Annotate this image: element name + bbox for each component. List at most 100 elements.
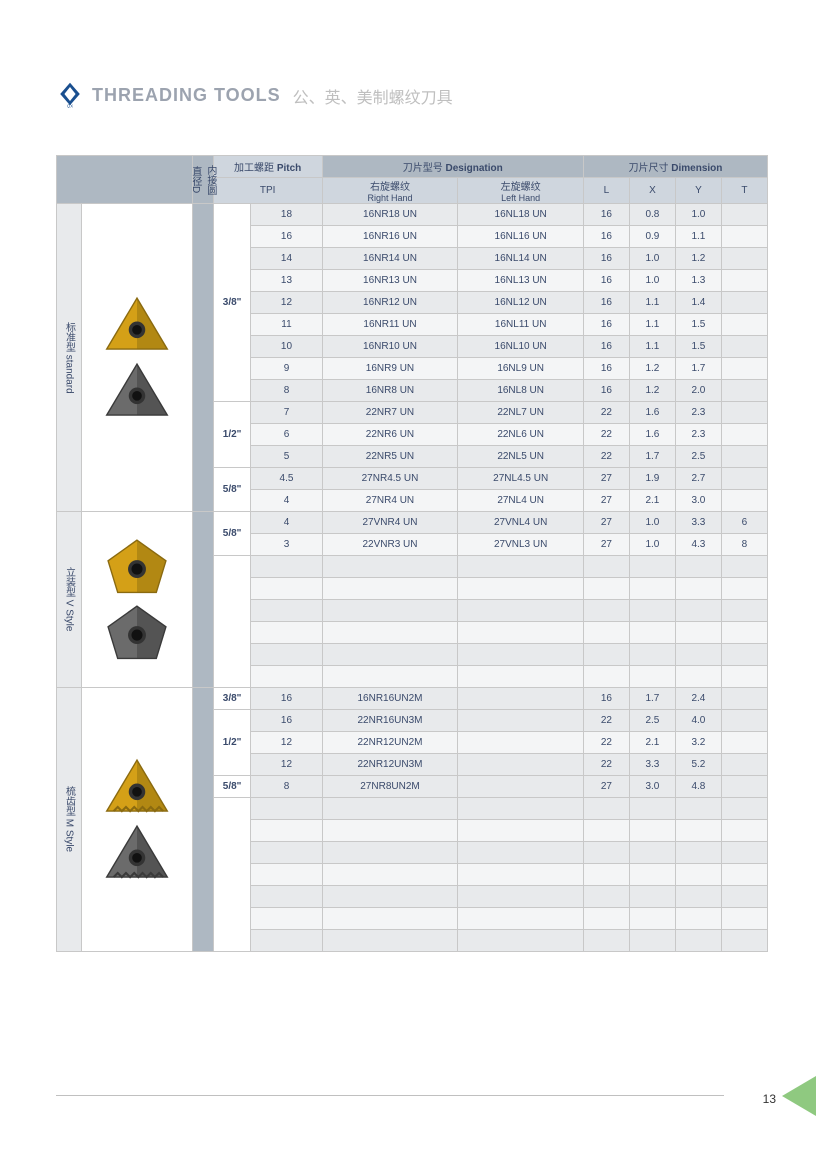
- x-cell: 1.9: [629, 468, 675, 490]
- t-cell: 6: [721, 512, 767, 534]
- tpi-cell: 14: [251, 248, 322, 270]
- size-cell: 5/8": [213, 776, 251, 798]
- page-number: 13: [763, 1092, 776, 1106]
- section-label: 梳齿型 M Style: [57, 688, 82, 952]
- tpi-cell: 13: [251, 270, 322, 292]
- lh-cell: 16NL14 UN: [458, 248, 583, 270]
- insert-images: [82, 512, 193, 688]
- lh-cell: [458, 732, 583, 754]
- tpi-cell: 16: [251, 688, 322, 710]
- rh-cell: 27NR4.5 UN: [322, 468, 458, 490]
- rh-cell: 16NR14 UN: [322, 248, 458, 270]
- table-row: 立装型 V Style 5/8"427VNR4 UN27VNL4 UN271.0…: [57, 512, 768, 534]
- spec-table: 内接圆直径D 加工螺距 Pitch 刀片型号 Designation 刀片尺寸 …: [56, 155, 768, 952]
- y-cell: 2.7: [675, 468, 721, 490]
- x-cell: 1.1: [629, 336, 675, 358]
- tpi-cell: 9: [251, 358, 322, 380]
- x-cell: 0.8: [629, 204, 675, 226]
- lh-cell: 27VNL3 UN: [458, 534, 583, 556]
- x-cell: 1.2: [629, 380, 675, 402]
- y-cell: 2.3: [675, 402, 721, 424]
- x-cell: 1.1: [629, 314, 675, 336]
- x-cell: 1.0: [629, 248, 675, 270]
- rh-cell: 22NR12UN2M: [322, 732, 458, 754]
- tpi-cell: 12: [251, 754, 322, 776]
- tpi-cell: 16: [251, 226, 322, 248]
- t-cell: [721, 490, 767, 512]
- tpi-cell: 4: [251, 490, 322, 512]
- rh-cell: 16NR12 UN: [322, 292, 458, 314]
- tpi-cell: 4: [251, 512, 322, 534]
- rh-cell: 16NR16 UN: [322, 226, 458, 248]
- tpi-cell: 18: [251, 204, 322, 226]
- size-cell: 1/2": [213, 402, 251, 468]
- t-cell: [721, 402, 767, 424]
- l-cell: 16: [583, 226, 629, 248]
- y-cell: 2.5: [675, 446, 721, 468]
- l-cell: 16: [583, 292, 629, 314]
- y-cell: 4.3: [675, 534, 721, 556]
- lh-cell: 22NL5 UN: [458, 446, 583, 468]
- y-cell: 5.2: [675, 754, 721, 776]
- table-row: 标准型 standard 3/8"1816NR18 UN16NL18 UN160…: [57, 204, 768, 226]
- lh-cell: 27VNL4 UN: [458, 512, 583, 534]
- svg-text:QX: QX: [67, 103, 73, 108]
- rh-cell: 27VNR4 UN: [322, 512, 458, 534]
- rh-cell: 16NR9 UN: [322, 358, 458, 380]
- size-cell: 3/8": [213, 688, 251, 710]
- l-cell: 27: [583, 776, 629, 798]
- y-cell: 1.1: [675, 226, 721, 248]
- tpi-cell: 12: [251, 292, 322, 314]
- t-cell: [721, 446, 767, 468]
- lh-cell: [458, 688, 583, 710]
- y-cell: 1.7: [675, 358, 721, 380]
- x-cell: 2.1: [629, 732, 675, 754]
- t-cell: [721, 358, 767, 380]
- y-cell: 3.2: [675, 732, 721, 754]
- l-cell: 16: [583, 336, 629, 358]
- x-cell: 2.1: [629, 490, 675, 512]
- l-cell: 22: [583, 424, 629, 446]
- y-cell: 2.3: [675, 424, 721, 446]
- t-cell: [721, 226, 767, 248]
- tpi-cell: 4.5: [251, 468, 322, 490]
- rh-cell: 22NR16UN3M: [322, 710, 458, 732]
- l-cell: 16: [583, 380, 629, 402]
- page-rule: [56, 1095, 724, 1096]
- x-cell: 1.7: [629, 446, 675, 468]
- size-cell: 1/2": [213, 710, 251, 776]
- x-cell: 1.7: [629, 688, 675, 710]
- rh-cell: 16NR13 UN: [322, 270, 458, 292]
- t-cell: [721, 292, 767, 314]
- x-cell: 2.5: [629, 710, 675, 732]
- l-cell: 22: [583, 754, 629, 776]
- x-cell: 0.9: [629, 226, 675, 248]
- t-cell: [721, 270, 767, 292]
- tpi-cell: 5: [251, 446, 322, 468]
- y-cell: 4.8: [675, 776, 721, 798]
- lh-cell: 16NL9 UN: [458, 358, 583, 380]
- lh-cell: 16NL8 UN: [458, 380, 583, 402]
- x-cell: 1.1: [629, 292, 675, 314]
- y-cell: 1.5: [675, 336, 721, 358]
- t-cell: [721, 710, 767, 732]
- x-cell: 1.0: [629, 512, 675, 534]
- section-label: 立装型 V Style: [57, 512, 82, 688]
- tpi-cell: 7: [251, 402, 322, 424]
- lh-cell: 22NL6 UN: [458, 424, 583, 446]
- tpi-cell: 16: [251, 710, 322, 732]
- size-cell: 5/8": [213, 468, 251, 512]
- y-cell: 4.0: [675, 710, 721, 732]
- y-cell: 1.2: [675, 248, 721, 270]
- l-cell: 27: [583, 468, 629, 490]
- lh-cell: 16NL11 UN: [458, 314, 583, 336]
- rh-cell: 16NR18 UN: [322, 204, 458, 226]
- t-cell: [721, 732, 767, 754]
- size-cell: 3/8": [213, 204, 251, 402]
- page-arrow-icon: [782, 1076, 816, 1116]
- l-cell: 22: [583, 732, 629, 754]
- x-cell: 3.3: [629, 754, 675, 776]
- lh-header: 左旋螺纹Left Hand: [458, 178, 583, 204]
- t-cell: 8: [721, 534, 767, 556]
- y-cell: 2.4: [675, 688, 721, 710]
